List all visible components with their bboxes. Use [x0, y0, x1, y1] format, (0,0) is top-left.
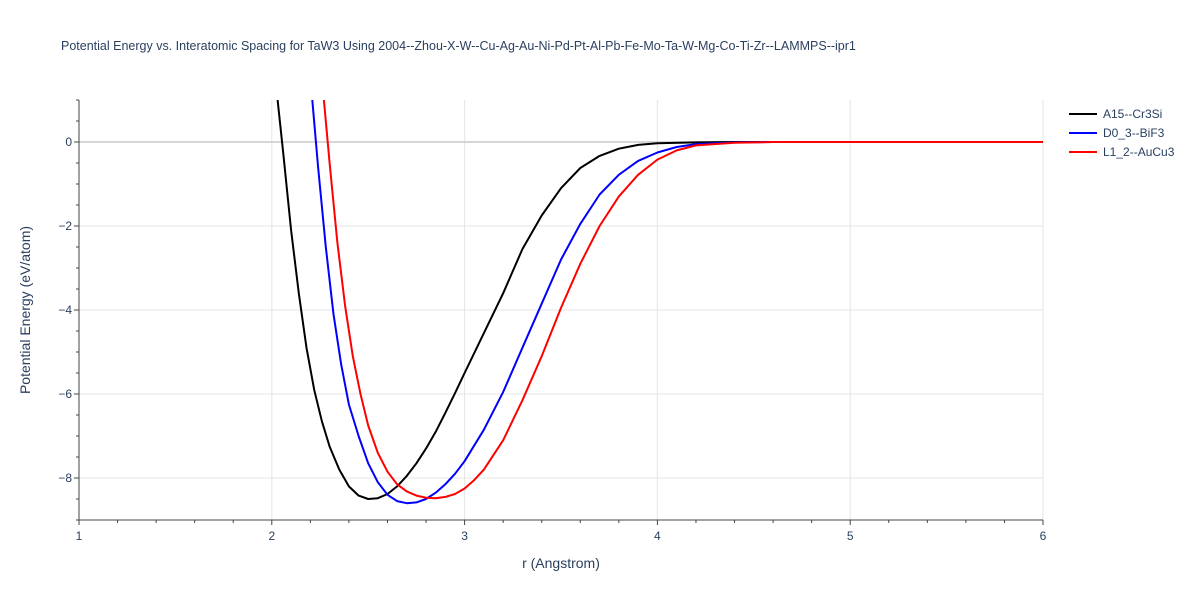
legend-entry-label: A15--Cr3Si	[1103, 107, 1162, 121]
legend-entry-label: D0_3--BiF3	[1103, 126, 1165, 140]
x-axis-ticks: 1 2 3 4 5 6	[76, 520, 1047, 543]
legend-entry-label: L1_2--AuCu3	[1103, 145, 1175, 159]
x-tick-label: 1	[76, 529, 83, 543]
chart-title: Potential Energy vs. Interatomic Spacing…	[61, 39, 856, 53]
y-axis-label: Potential Energy (eV/atom)	[17, 226, 33, 394]
x-tick-label: 4	[654, 529, 661, 543]
series-line-1	[311, 100, 1043, 505]
series-line-0	[276, 100, 1043, 500]
y-tick-label: −2	[58, 219, 72, 233]
y-tick-label: −4	[58, 303, 72, 317]
y-tick-label: −6	[58, 387, 72, 401]
x-tick-label: 2	[268, 529, 275, 543]
legend: A15--Cr3Si D0_3--BiF3 L1_2--AuCu3	[1069, 107, 1175, 159]
plot-area	[276, 100, 1043, 505]
x-tick-label: 6	[1040, 529, 1047, 543]
x-axis-label: r (Angstrom)	[522, 555, 600, 571]
y-tick-label: −8	[58, 471, 72, 485]
series-line-2	[322, 100, 1043, 500]
x-tick-label: 3	[461, 529, 468, 543]
x-tick-label: 5	[847, 529, 854, 543]
y-axis-ticks: −8 −6 −4 −2 0	[58, 99, 79, 521]
y-tick-label: 0	[65, 135, 72, 149]
